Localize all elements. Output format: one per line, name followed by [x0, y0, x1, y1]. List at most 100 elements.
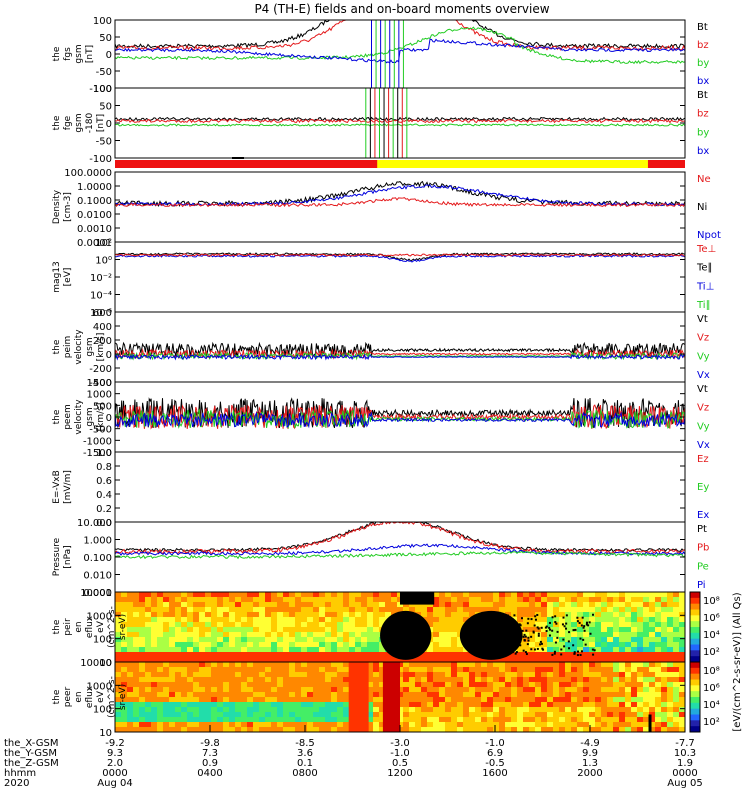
spectro-cell — [277, 627, 284, 633]
spectro-cell — [607, 642, 614, 648]
spectro-cell — [679, 637, 685, 643]
spectro-cell — [289, 662, 296, 668]
spectro-cell — [337, 702, 344, 708]
spectro-cell — [661, 657, 668, 662]
spectro-cell — [481, 712, 488, 718]
spectro-cell — [253, 657, 260, 662]
spectro-cell — [325, 597, 332, 603]
spectro-cell — [379, 592, 386, 598]
spectro-cell — [229, 592, 236, 598]
spectro-cell — [631, 627, 638, 633]
spectro-cell — [301, 722, 308, 728]
spectro-cell — [427, 682, 434, 688]
spectro-cell — [175, 597, 182, 603]
spectro-cell — [121, 727, 128, 732]
spectro-cell — [517, 727, 524, 732]
spectro-speck — [519, 644, 522, 647]
xaxis-value: 1.9 — [677, 758, 693, 769]
spectro-speck — [565, 622, 568, 625]
colorbar-tick: 10⁶ — [703, 683, 720, 694]
spectro-cell — [643, 707, 650, 713]
spectro-cell — [343, 607, 350, 613]
spectro-cell — [433, 667, 440, 673]
spectro-cell — [259, 637, 266, 643]
spectro-cell — [595, 692, 602, 698]
spectro-cell — [565, 677, 572, 683]
spectro-cell — [535, 622, 542, 628]
spectro-cell — [433, 722, 440, 728]
spectro-cell — [265, 677, 272, 683]
spectro-cell — [427, 667, 434, 673]
spectro-cell — [631, 622, 638, 628]
spectro-cell — [217, 722, 224, 728]
spectro-cell — [463, 687, 470, 693]
spectro-cell — [559, 617, 566, 623]
spectro-cell — [271, 667, 278, 673]
spectro-cell — [265, 687, 272, 693]
spectro-cell — [331, 607, 338, 613]
spectro-cell — [265, 602, 272, 608]
spectro-cell — [211, 602, 218, 608]
spectro-cell — [133, 667, 140, 673]
spectro-cell — [361, 652, 368, 658]
spectro-cell — [373, 627, 380, 633]
spectro-cell — [415, 602, 422, 608]
spectro-cell — [643, 677, 650, 683]
spectro-cell — [553, 692, 560, 698]
spectro-cell — [139, 722, 146, 728]
spectro-cell — [241, 647, 248, 653]
spectro-cell — [349, 632, 356, 638]
spectro-cell — [667, 642, 674, 648]
spectro-cell — [415, 692, 422, 698]
spectro-cell — [205, 617, 212, 623]
spectro-cell — [253, 702, 260, 708]
spectro-cell — [295, 722, 302, 728]
spectro-cell — [379, 727, 386, 732]
spectro-cell — [139, 647, 146, 653]
spectro-cell — [115, 702, 122, 708]
spectro-cell — [271, 697, 278, 703]
spectro-cell — [343, 622, 350, 628]
spectro-cell — [139, 697, 146, 703]
spectro-cell — [139, 592, 146, 598]
spectro-cell — [115, 617, 122, 623]
spectro-cell — [145, 702, 152, 708]
spectro-cell — [229, 597, 236, 603]
spectro-cell — [205, 727, 212, 732]
spectro-cell — [361, 592, 368, 598]
spectro-cell — [679, 652, 685, 658]
spectro-cell — [379, 677, 386, 683]
spectro-cell — [649, 607, 656, 613]
spectro-cell — [331, 647, 338, 653]
spectro-cell — [613, 622, 620, 628]
spectro-cell — [631, 642, 638, 648]
spectro-cell — [295, 597, 302, 603]
spectro-cell — [367, 722, 374, 728]
spectro-cell — [565, 617, 572, 623]
spectro-cell — [235, 697, 242, 703]
spectro-cell — [577, 717, 584, 723]
spectro-cell — [541, 657, 548, 662]
spectro-cell — [535, 722, 542, 728]
spectro-cell — [301, 647, 308, 653]
spectro-cell — [451, 652, 458, 658]
spectro-cell — [469, 722, 476, 728]
spectro-cell — [223, 697, 230, 703]
spectro-cell — [133, 632, 140, 638]
spectro-cell — [571, 597, 578, 603]
spectro-cell — [379, 722, 386, 728]
spectro-cell — [259, 647, 266, 653]
legend-Pt: Pt — [697, 524, 707, 535]
spectro-cell — [595, 627, 602, 633]
ytick-label: 0.001 — [83, 588, 112, 599]
ytick-label: -1000 — [83, 436, 112, 447]
ytick-label: 100 — [93, 635, 112, 646]
spectro-cell — [337, 637, 344, 643]
spectro-cell — [319, 647, 326, 653]
spectro-cell — [445, 597, 452, 603]
spectro-cell — [211, 592, 218, 598]
spectro-cell — [523, 657, 530, 662]
spectro-cell — [283, 622, 290, 628]
spectro-cell — [361, 612, 368, 618]
spectro-speck — [530, 618, 533, 621]
